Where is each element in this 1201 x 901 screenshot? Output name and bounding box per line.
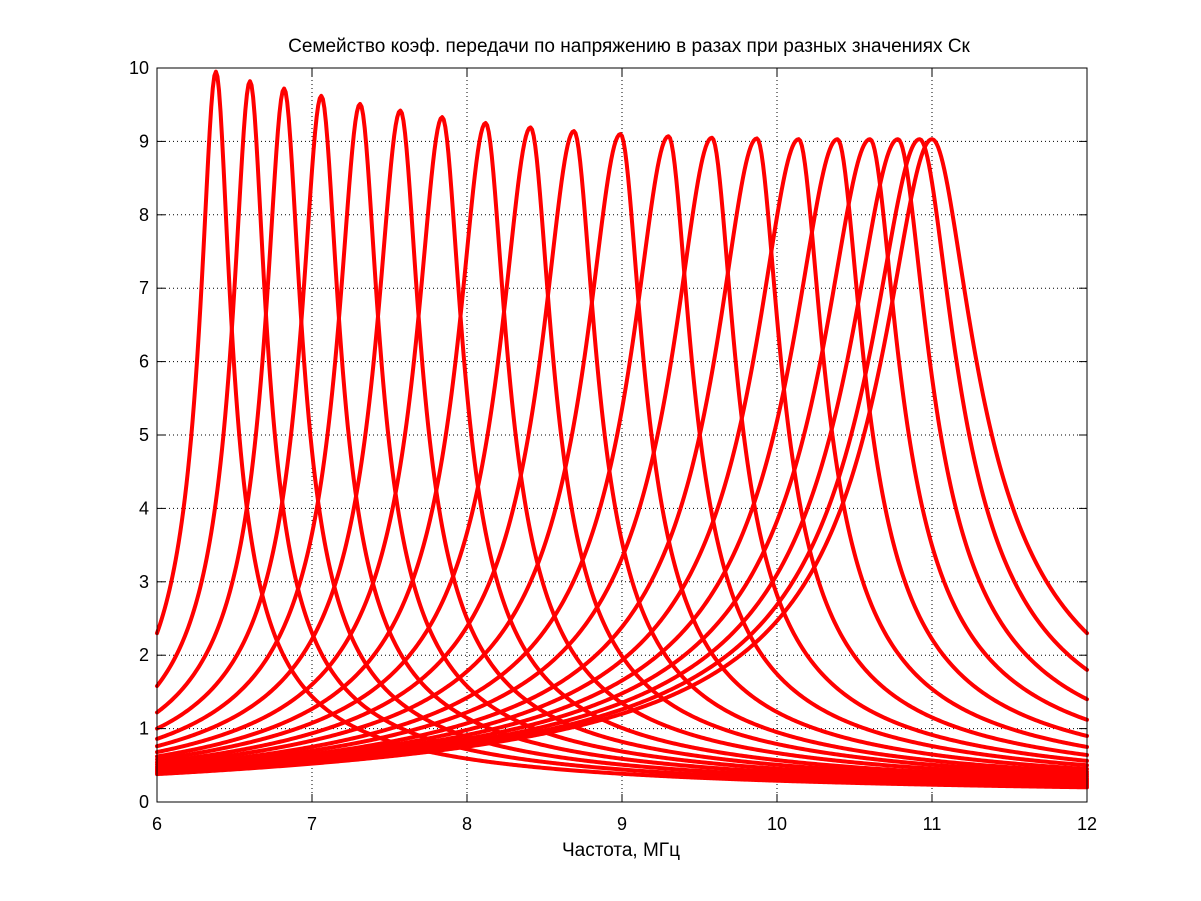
y-tick-label: 9 bbox=[139, 131, 149, 151]
x-tick-label: 11 bbox=[923, 814, 942, 834]
chart-title: Семейство коэф. передачи по напряжению в… bbox=[288, 36, 970, 57]
x-tick-label: 6 bbox=[152, 814, 162, 834]
tick-marks bbox=[156, 67, 1088, 803]
y-tick-label: 2 bbox=[139, 645, 149, 665]
series-line-11 bbox=[155, 132, 1089, 771]
curves-group bbox=[155, 69, 1089, 790]
series-line-10 bbox=[155, 129, 1089, 774]
series-line-13 bbox=[155, 135, 1089, 771]
x-tick-label: 12 bbox=[1077, 814, 1097, 834]
series-line-12 bbox=[155, 134, 1089, 769]
y-tick-label: 10 bbox=[129, 58, 149, 78]
x-tick-label: 7 bbox=[307, 814, 317, 834]
y-tick-label: 3 bbox=[139, 572, 149, 592]
x-tick-label: 8 bbox=[462, 814, 472, 834]
series-line-5 bbox=[155, 101, 1089, 784]
y-tick-labels: 0 1 2 3 4 5 6 7 8 9 10 bbox=[129, 58, 149, 812]
series-line-4 bbox=[155, 93, 1089, 785]
y-tick-label: 0 bbox=[139, 792, 149, 812]
x-tick-label: 9 bbox=[617, 814, 627, 834]
series-line-20 bbox=[155, 137, 1089, 777]
x-tick-label: 10 bbox=[767, 814, 787, 834]
series-line-9 bbox=[155, 125, 1089, 777]
x-axis-label: Частота, МГц bbox=[562, 840, 680, 861]
plot-area bbox=[155, 67, 1089, 803]
y-tick-label: 5 bbox=[139, 425, 149, 445]
y-tick-label: 8 bbox=[139, 205, 149, 225]
series-line-14 bbox=[155, 136, 1089, 772]
y-tick-label: 4 bbox=[139, 498, 149, 518]
y-tick-label: 1 bbox=[139, 719, 149, 739]
series-line-7 bbox=[155, 115, 1089, 781]
series-line-3 bbox=[155, 86, 1089, 787]
y-tick-label: 6 bbox=[139, 352, 149, 372]
series-line-6 bbox=[155, 108, 1089, 782]
x-tick-labels: 6 7 8 9 10 11 12 bbox=[152, 814, 1097, 834]
y-tick-label: 7 bbox=[139, 278, 149, 298]
